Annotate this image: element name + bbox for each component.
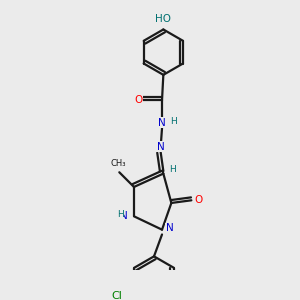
Text: N: N bbox=[157, 142, 165, 152]
Text: O: O bbox=[135, 95, 143, 105]
Text: HO: HO bbox=[155, 14, 171, 24]
Text: N: N bbox=[166, 223, 174, 233]
Text: N: N bbox=[158, 118, 166, 128]
Text: H: H bbox=[169, 165, 176, 174]
Text: N: N bbox=[120, 211, 127, 221]
Text: Cl: Cl bbox=[112, 291, 122, 300]
Text: CH₃: CH₃ bbox=[110, 159, 126, 168]
Text: H: H bbox=[117, 211, 124, 220]
Text: O: O bbox=[195, 195, 203, 205]
Text: H: H bbox=[170, 117, 177, 126]
